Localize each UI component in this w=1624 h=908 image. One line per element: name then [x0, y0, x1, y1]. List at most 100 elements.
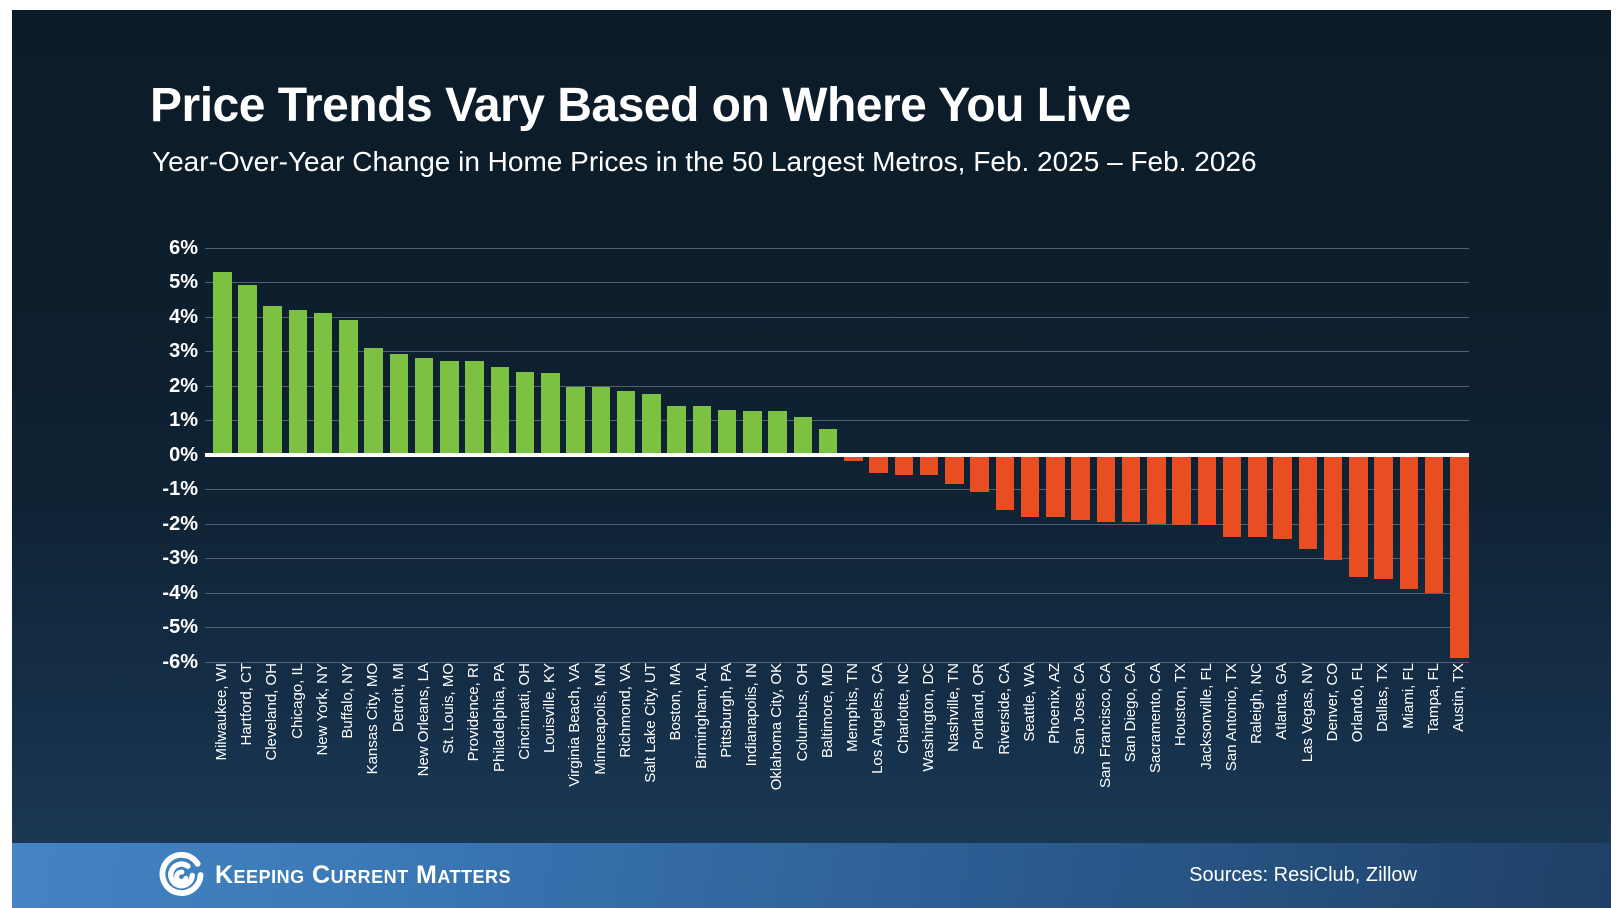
x-tick-label: San Diego, CA [1121, 663, 1139, 763]
x-tick-label: Phoenix, AZ [1046, 663, 1064, 744]
bar [717, 409, 737, 455]
gridline [205, 351, 1469, 352]
x-tick-label: Philadelphia, PA [490, 663, 508, 772]
bar [919, 454, 939, 476]
bar [1222, 454, 1242, 538]
bar [389, 354, 409, 455]
bar [844, 454, 863, 462]
bar [1071, 454, 1090, 521]
x-tick-label: Portland, OR [970, 663, 988, 750]
x-tick-label: Las Vegas, NV [1298, 663, 1316, 763]
gridline [205, 558, 1469, 559]
bar [591, 387, 611, 455]
bar [1020, 454, 1040, 517]
x-tick-label: New Orleans, LA [414, 663, 432, 777]
x-tick-label: Jacksonville, FL [1197, 663, 1215, 770]
bar [339, 319, 358, 455]
bar [818, 428, 838, 455]
gridline [205, 385, 1469, 387]
bar [869, 454, 888, 474]
gridline [205, 247, 1469, 249]
bar [1374, 454, 1393, 579]
bar [1172, 454, 1191, 526]
bar [1096, 454, 1116, 522]
x-tick-label: Orlando, FL [1349, 663, 1367, 743]
bar [1399, 454, 1418, 590]
bar [945, 454, 964, 484]
gridline [205, 316, 1469, 318]
bar [1450, 454, 1469, 659]
bar [642, 394, 661, 455]
bar [616, 390, 636, 455]
x-tick-label: Indianapolis, IN [743, 663, 761, 767]
kcm-swirl-logo-icon [159, 852, 204, 896]
y-tick-label: -5% [162, 616, 198, 638]
bar [1147, 454, 1166, 524]
x-tick-label: Atlanta, GA [1273, 663, 1291, 740]
x-tick-label: Memphis, TN [844, 663, 862, 752]
x-tick-label: Cleveland, OH [263, 663, 281, 761]
bar [414, 357, 434, 455]
bar [364, 347, 383, 455]
y-tick-label: -4% [162, 581, 198, 604]
gridline [205, 420, 1469, 421]
y-tick-label: 1% [169, 409, 198, 431]
bar [313, 313, 333, 455]
bar [1046, 454, 1065, 517]
x-tick-label: Los Angeles, CA [869, 663, 887, 774]
y-tick-label: -3% [162, 547, 198, 569]
x-tick-label: Miami, FL [1399, 663, 1417, 729]
bar [515, 371, 535, 455]
bar [793, 416, 813, 455]
x-tick-label: San Francisco, CA [1096, 663, 1114, 789]
gridline [205, 592, 1469, 594]
y-tick-label: -2% [162, 512, 198, 535]
bar [490, 366, 510, 455]
bar [1424, 454, 1444, 593]
x-tick-label: Cincinnati, OH [515, 663, 533, 760]
bar [440, 361, 459, 455]
x-tick-label: Minneapolis, MN [591, 663, 609, 775]
gridline [205, 627, 1469, 628]
x-tick-label: Houston, TX [1172, 663, 1190, 747]
y-tick-label: -6% [162, 650, 198, 673]
bar [1298, 454, 1318, 550]
zero-axis-line [205, 452, 1469, 457]
bar [894, 454, 914, 476]
bar [743, 411, 762, 455]
sources-text: Sources: ResiClub, Zillow [1189, 864, 1417, 886]
bar [288, 309, 308, 455]
x-tick-label: Salt Lake City, UT [642, 663, 660, 783]
y-tick-label: 6% [169, 236, 198, 259]
footer-bar: Keeping Current Matters Sources: ResiClu… [12, 843, 1611, 908]
x-tick-label: Virginia Beach, VA [566, 663, 584, 787]
gridline [205, 661, 1469, 663]
x-tick-label: Riverside, CA [995, 663, 1013, 755]
gridline [205, 523, 1469, 525]
x-tick-label: Sacramento, CA [1147, 663, 1165, 774]
x-tick-label: Chicago, IL [288, 663, 306, 739]
gridline [205, 282, 1469, 283]
y-tick-label: 3% [169, 340, 198, 362]
bar [1273, 454, 1292, 540]
bar [667, 406, 686, 455]
bar [541, 373, 560, 455]
x-tick-label: Birmingham, AL [692, 663, 710, 769]
x-tick-label: Providence, RI [465, 663, 483, 762]
bar [995, 454, 1015, 510]
bar [692, 406, 712, 455]
bar [263, 306, 282, 455]
x-tick-label: Louisville, KY [541, 663, 559, 754]
y-tick-label: 5% [169, 271, 198, 293]
x-tick-label: Seattle, WA [1020, 663, 1038, 742]
x-tick-label: Denver, CO [1323, 663, 1341, 742]
x-tick-label: Kansas City, MO [364, 663, 382, 775]
x-tick-label: Tampa, FL [1424, 663, 1442, 734]
x-tick-label: Raleigh, NC [1248, 663, 1266, 744]
bar [213, 271, 232, 455]
bar [1349, 454, 1368, 577]
x-tick-label: Detroit, MI [389, 663, 407, 733]
x-tick-label: St. Louis, MO [440, 663, 458, 754]
x-tick-label: Nashville, TN [945, 663, 963, 752]
